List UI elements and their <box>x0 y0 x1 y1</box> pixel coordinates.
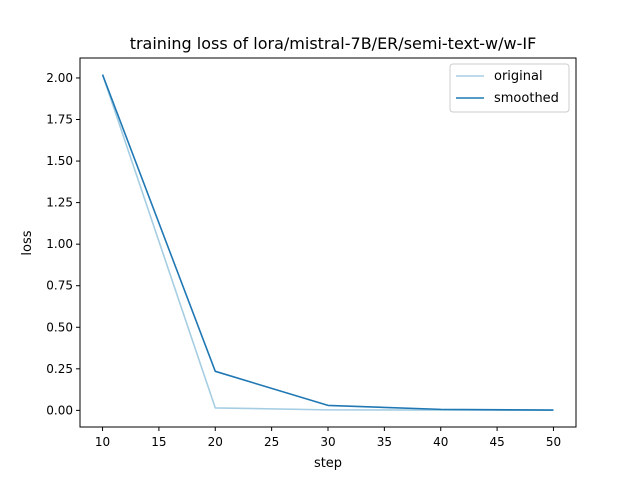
series-line-original <box>101 74 554 412</box>
y-tick-label: 2.00 <box>46 71 73 85</box>
x-axis: 10 15 20 25 30 35 40 45 50 <box>95 427 561 449</box>
x-tick-label: 15 <box>151 435 166 449</box>
x-tick-label: 30 <box>320 435 335 449</box>
legend-label-smoothed: smoothed <box>494 91 559 106</box>
x-tick-label: 35 <box>377 435 392 449</box>
y-tick-label: 1.50 <box>46 154 73 168</box>
legend: original smoothed <box>449 63 570 113</box>
legend-label-original: original <box>494 69 543 84</box>
x-tick-label: 20 <box>208 435 223 449</box>
y-axis-label: loss <box>20 230 35 255</box>
y-tick-label: 0.00 <box>46 403 73 417</box>
y-tick-label: 1.00 <box>46 237 73 251</box>
x-axis-label: step <box>314 456 342 471</box>
y-tick-label: 1.75 <box>46 113 73 127</box>
plot-frame <box>79 57 577 428</box>
x-tick-label: 10 <box>95 435 110 449</box>
x-tick-label: 45 <box>489 435 504 449</box>
series-layer <box>101 74 554 412</box>
x-tick-label: 50 <box>546 435 561 449</box>
y-tick-label: 0.75 <box>46 279 73 293</box>
y-axis: 0.00 0.25 0.50 0.75 1.00 1.25 1.50 1.75 2.00 <box>46 71 80 417</box>
x-tick-label: 25 <box>264 435 279 449</box>
y-tick-label: 1.25 <box>46 196 73 210</box>
chart-title: training loss of lora/mistral-7B/ER/semi… <box>130 34 537 53</box>
y-tick-label: 0.25 <box>46 362 73 376</box>
x-tick-label: 40 <box>433 435 448 449</box>
y-tick-label: 0.50 <box>46 320 73 334</box>
series-line-smoothed <box>101 74 554 411</box>
